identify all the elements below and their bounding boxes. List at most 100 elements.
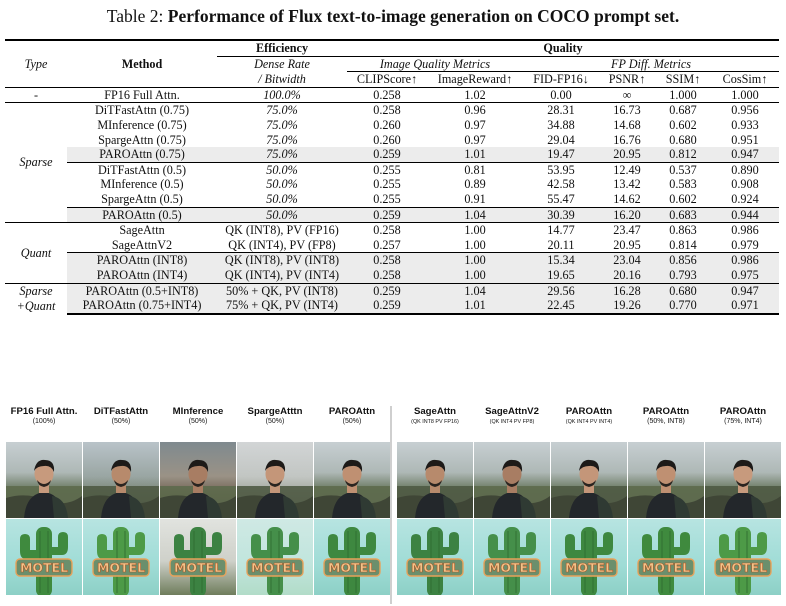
cactus-motel-image: MOTEL [714, 527, 772, 595]
cactus-photo: MOTEL [705, 519, 781, 595]
metric-header: CLIPScore↑ [356, 72, 418, 87]
metric-cell: 0.255 [373, 191, 401, 206]
portrait-photo [314, 442, 390, 518]
efficiency-cell: 50% + QK, PV (INT8) [217, 282, 347, 299]
table-row: DiTFastAttn (0.5) 50.0% 0.255 0.81 53.95 12.4… [5, 161, 779, 178]
panel-divider [390, 406, 392, 604]
image-column: PAROAttn (50%) MOTEL [314, 406, 390, 595]
portrait-photo [237, 442, 313, 518]
portrait-image [237, 459, 313, 518]
metric-cell: 0.933 [731, 117, 759, 132]
method-cell: SpargeAttn (0.5) [101, 191, 183, 206]
metric-cell: 0.924 [731, 191, 759, 206]
efficiency-cell: QK (INT4), PV (INT4) [217, 267, 347, 283]
method-cell: PAROAttn (0.75+INT4) [67, 298, 217, 315]
column-title: PAROAttn [565, 406, 613, 417]
cactus-photo: MOTEL [628, 519, 704, 595]
metric-header: SSIM↑ [665, 72, 701, 87]
metric-cell: 0.81 [427, 161, 523, 178]
type-cell: Sparse +Quant [5, 282, 67, 314]
column-title: MInference [172, 406, 224, 417]
metric-cell: 23.47 [599, 222, 655, 238]
metric-cell: 0.863 [655, 222, 711, 238]
performance-table: Type Method Efficiency Quality Dense Rat… [5, 38, 779, 315]
metric-cell: 0.814 [669, 237, 697, 252]
metric-cell: 16.28 [599, 282, 655, 299]
efficiency-cell: 50.0% [217, 206, 347, 223]
column-subtitle: (50%) [188, 418, 208, 425]
efficiency-header: Efficiency [217, 38, 347, 57]
metric-cell: 0.602 [669, 117, 697, 132]
column-subtitle: (50%) [342, 418, 362, 425]
metric-cell: 28.31 [523, 102, 599, 118]
method-cell: DiTFastAttn (0.75) [67, 102, 217, 118]
metric-cell: 19.26 [599, 298, 655, 315]
metric-cell: 0.683 [655, 206, 711, 223]
portrait-photo [397, 442, 473, 518]
cactus-photo: MOTEL [6, 519, 82, 595]
dense-rate-header: Dense Rate / Bitwidth [254, 57, 310, 86]
table-caption: Table 2: Performance of Flux text-to-ima… [106, 6, 680, 26]
metric-cell: 22.45 [523, 298, 599, 315]
method-cell: DiTFastAttn (0.5) [67, 161, 217, 178]
metric-cell: 1.00 [464, 237, 486, 252]
portrait-image [314, 459, 390, 518]
metric-cell: 0.255 [373, 177, 401, 192]
image-column: PAROAttn (QK INT4 PV INT4) MOTEL [551, 406, 627, 595]
cactus-motel-image: MOTEL [560, 527, 618, 595]
svg-text:MOTEL: MOTEL [251, 560, 299, 575]
table-row: MInference (0.75) 75.0% 0.260 0.97 34.88 14.6… [5, 118, 779, 133]
method-header: Method [67, 38, 217, 88]
column-subtitle: (50%, INT8) [647, 418, 685, 425]
portrait-image [160, 459, 236, 518]
cactus-motel-image: MOTEL [323, 527, 381, 595]
metric-cell: 0.856 [655, 252, 711, 268]
table-row: PAROAttn (0.5) 50.0% 0.259 1.04 30.39 16.20 0.… [5, 206, 779, 223]
image-column: PAROAttn (75%, INT4) MOTEL [705, 406, 781, 595]
table-row: PAROAttn (INT4) QK (INT4), PV (INT4) 0.258… [5, 267, 779, 283]
column-subtitle: (QK INT4 PV FP8) [489, 419, 535, 425]
metric-cell: 0.680 [655, 282, 711, 299]
portrait-photo [628, 442, 704, 518]
quality-header: Quality [347, 38, 779, 57]
efficiency-cell: 75.0% [217, 147, 347, 163]
metric-cell: ∞ [599, 86, 655, 103]
metric-cell: 19.47 [523, 147, 599, 163]
metric-cell: 0.97 [464, 117, 486, 132]
metric-cell: 0.986 [711, 252, 779, 268]
efficiency-cell: 75.0% [266, 132, 298, 147]
column-title: FP16 Full Attn. [10, 406, 78, 417]
metric-cell: 29.56 [523, 282, 599, 299]
metric-cell: 0.258 [347, 252, 427, 268]
table-row: Sparse DiTFastAttn (0.75) 75.0% 0.258 0.96 28… [5, 102, 779, 223]
metric-cell: 0.259 [347, 206, 427, 223]
svg-text:MOTEL: MOTEL [488, 560, 536, 575]
metric-cell: 42.58 [547, 177, 575, 192]
metric-cell: 0.944 [711, 206, 779, 223]
metric-cell: 12.49 [599, 161, 655, 178]
method-cell: SageAttn [67, 222, 217, 238]
metric-cell: 0.257 [373, 237, 401, 252]
column-subtitle: (100%) [32, 418, 56, 425]
metric-cell: 0.890 [711, 161, 779, 178]
metric-cell: 0.680 [669, 132, 697, 147]
efficiency-cell: QK (INT8), PV (FP16) [217, 222, 347, 238]
table-row: Quant SageAttn QK (INT8), PV (FP16) 0.258 1.… [5, 222, 779, 283]
metric-cell: 29.04 [547, 132, 575, 147]
column-subtitle: (75%, INT4) [724, 418, 762, 425]
svg-text:MOTEL: MOTEL [174, 560, 222, 575]
method-cell: MInference (0.5) [100, 177, 184, 192]
column-title: SpargeAtttn [247, 406, 303, 417]
metric-cell: 14.77 [523, 222, 599, 238]
cactus-motel-image: MOTEL [92, 527, 150, 595]
method-cell: PAROAttn (0.5+INT8) [67, 282, 217, 299]
metric-cell: 1.00 [427, 252, 523, 268]
svg-text:MOTEL: MOTEL [642, 560, 690, 575]
type-cell: Sparse [5, 102, 67, 223]
metric-cell: 0.258 [347, 267, 427, 283]
method-cell: PAROAttn (INT4) [67, 267, 217, 283]
metric-cell: 15.34 [523, 252, 599, 268]
metric-cell: 20.95 [613, 237, 641, 252]
cactus-motel-image: MOTEL [406, 527, 464, 595]
metric-cell: 34.88 [547, 117, 575, 132]
